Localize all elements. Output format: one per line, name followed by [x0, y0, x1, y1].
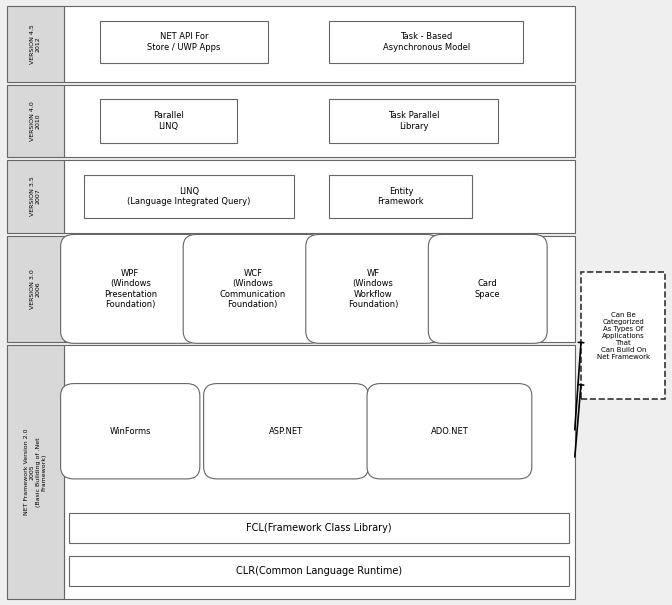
FancyBboxPatch shape	[64, 345, 575, 599]
FancyBboxPatch shape	[69, 556, 569, 586]
Text: ADO.NET: ADO.NET	[431, 427, 468, 436]
FancyBboxPatch shape	[204, 384, 368, 479]
Text: VERSION 3.0
2006: VERSION 3.0 2006	[30, 269, 41, 309]
FancyBboxPatch shape	[329, 21, 523, 63]
FancyBboxPatch shape	[7, 6, 64, 82]
Text: NET Framework Version 2.0
2005
(Basic Building of .Net
Framework): NET Framework Version 2.0 2005 (Basic Bu…	[24, 429, 46, 515]
FancyBboxPatch shape	[99, 21, 268, 63]
FancyBboxPatch shape	[84, 175, 294, 218]
Text: Can Be
Categorized
As Types Of
Applications
That
Can Build On
Net Framework: Can Be Categorized As Types Of Applicati…	[597, 312, 650, 360]
FancyBboxPatch shape	[60, 384, 200, 479]
Text: VERSION 3.5
2007: VERSION 3.5 2007	[30, 177, 41, 217]
FancyBboxPatch shape	[60, 235, 200, 343]
FancyBboxPatch shape	[99, 99, 237, 143]
Text: WCF
(Windows
Communication
Foundation): WCF (Windows Communication Foundation)	[220, 269, 286, 309]
Text: NET API For
Store / UWP Apps: NET API For Store / UWP Apps	[147, 32, 220, 51]
FancyBboxPatch shape	[581, 272, 665, 399]
Text: VERSION 4.0
2010: VERSION 4.0 2010	[30, 101, 41, 141]
FancyBboxPatch shape	[7, 236, 64, 342]
Text: WinForms: WinForms	[110, 427, 151, 436]
Text: Task - Based
Asynchronous Model: Task - Based Asynchronous Model	[383, 32, 470, 51]
Text: VERSION 4.5
2012: VERSION 4.5 2012	[30, 24, 41, 64]
Text: Entity
Framework: Entity Framework	[378, 187, 424, 206]
FancyBboxPatch shape	[367, 384, 532, 479]
FancyBboxPatch shape	[428, 235, 547, 343]
FancyBboxPatch shape	[7, 85, 64, 157]
FancyBboxPatch shape	[306, 235, 440, 343]
Text: Task Parallel
Library: Task Parallel Library	[388, 111, 439, 131]
FancyBboxPatch shape	[329, 175, 472, 218]
FancyBboxPatch shape	[7, 160, 64, 233]
Text: WF
(Windows
Workflow
Foundation): WF (Windows Workflow Foundation)	[347, 269, 398, 309]
Text: FCL(Framework Class Library): FCL(Framework Class Library)	[247, 523, 392, 533]
FancyBboxPatch shape	[64, 160, 575, 233]
Text: WPF
(Windows
Presentation
Foundation): WPF (Windows Presentation Foundation)	[103, 269, 157, 309]
FancyBboxPatch shape	[64, 6, 575, 82]
FancyBboxPatch shape	[64, 85, 575, 157]
FancyBboxPatch shape	[64, 236, 575, 342]
Text: ASP.NET: ASP.NET	[269, 427, 303, 436]
FancyBboxPatch shape	[329, 99, 498, 143]
Text: Card
Space: Card Space	[475, 279, 501, 299]
Text: LINQ
(Language Integrated Query): LINQ (Language Integrated Query)	[127, 187, 251, 206]
FancyBboxPatch shape	[7, 345, 64, 599]
Text: CLR(Common Language Runtime): CLR(Common Language Runtime)	[236, 566, 403, 576]
Text: Parallel
LINQ: Parallel LINQ	[153, 111, 184, 131]
FancyBboxPatch shape	[183, 235, 323, 343]
FancyBboxPatch shape	[69, 512, 569, 543]
